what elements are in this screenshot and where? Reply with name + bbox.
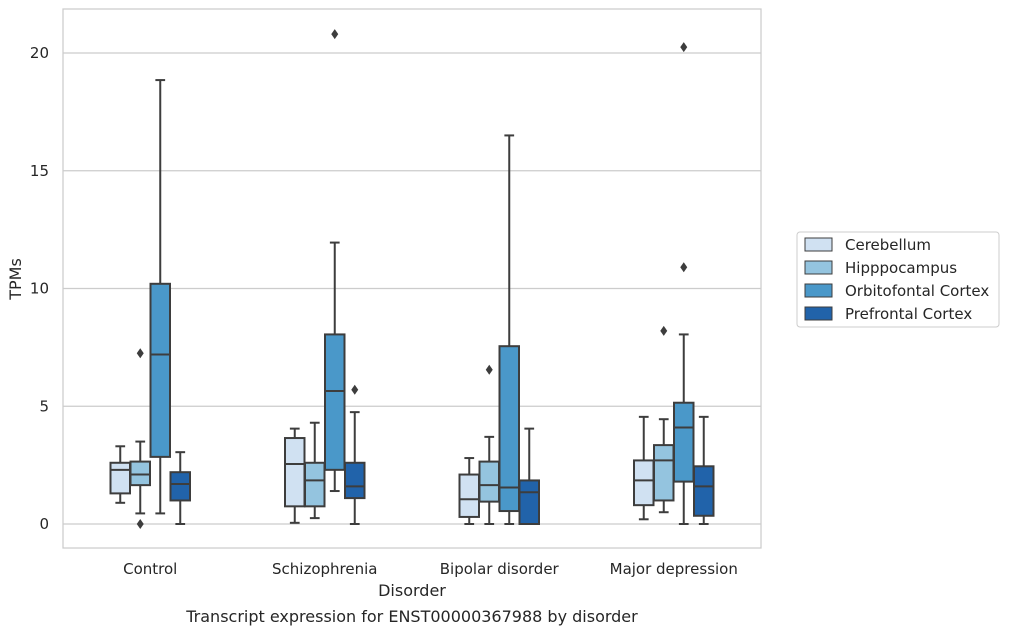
box-2-3	[518, 427, 540, 525]
grid-lines	[63, 52, 761, 525]
outlier-point	[680, 262, 688, 273]
iqr-box	[344, 461, 366, 500]
legend-items: Cerebellum Hipppocampus Orbitofontal Corte…	[804, 236, 989, 323]
box-0-2	[149, 79, 171, 515]
box-1-3	[344, 384, 366, 525]
box-0-0	[109, 445, 131, 504]
iqr-box	[129, 460, 151, 487]
box-3-2	[673, 42, 695, 525]
box-2-0	[458, 457, 480, 525]
x-tick-label: Bipolar disorder	[440, 560, 560, 578]
outlier-point	[680, 42, 688, 53]
y-tick-label: 10	[30, 280, 49, 298]
iqr-box	[693, 465, 715, 517]
outlier-point	[136, 348, 144, 359]
box-3-3	[693, 415, 715, 525]
x-axis-label: Disorder	[378, 581, 446, 600]
legend-label: Cerebellum	[845, 236, 931, 254]
iqr-box	[458, 473, 480, 518]
box-plot-area	[109, 29, 715, 529]
iqr-box	[498, 345, 520, 513]
legend-label: Prefrontal Cortex	[845, 305, 972, 323]
iqr-box	[673, 401, 695, 483]
iqr-box	[304, 461, 326, 508]
box-2-2	[498, 134, 520, 525]
legend-swatch	[804, 283, 833, 298]
box-3-0	[633, 415, 655, 521]
legend-label: Hipppocampus	[845, 259, 957, 277]
x-tick-label: Major depression	[610, 560, 738, 578]
iqr-box	[324, 333, 346, 471]
box-2-1	[478, 364, 500, 525]
plot-frame	[62, 8, 762, 549]
outlier-point	[136, 519, 144, 529]
legend-swatch	[804, 237, 833, 252]
y-axis-label: TPMs	[6, 258, 25, 301]
box-1-1	[304, 421, 326, 520]
box-1-2	[324, 29, 346, 493]
x-tick-label: Control	[123, 560, 177, 578]
outlier-point	[660, 325, 668, 336]
chart-caption: Transcript expression for ENST0000036798…	[185, 607, 638, 626]
iqr-box	[169, 471, 191, 502]
x-axis-ticks: Control Schizophrenia Bipolar disorder Majo…	[123, 560, 738, 578]
y-tick-label: 20	[30, 44, 49, 62]
y-tick-label: 15	[30, 162, 49, 180]
outlier-point	[485, 364, 493, 375]
box-0-1	[129, 348, 151, 529]
x-tick-label: Schizophrenia	[272, 560, 377, 578]
iqr-box	[149, 282, 171, 458]
iqr-box	[109, 461, 131, 495]
y-tick-label: 5	[39, 397, 49, 415]
iqr-box	[478, 460, 500, 503]
legend-label: Orbitofontal Cortex	[845, 282, 989, 300]
iqr-box	[284, 437, 306, 508]
legend: Cerebellum Hipppocampus Orbitofontal Corte…	[796, 231, 1000, 328]
box-0-3	[169, 451, 191, 525]
box-3-1	[653, 325, 675, 514]
iqr-box	[633, 459, 655, 507]
legend-swatch	[804, 306, 833, 321]
legend-swatch	[804, 260, 833, 275]
iqr-box	[653, 444, 675, 502]
legend-frame	[796, 231, 1000, 328]
iqr-box	[518, 479, 540, 525]
outlier-point	[331, 29, 339, 40]
y-tick-label: 0	[39, 515, 49, 533]
box-1-0	[284, 427, 306, 524]
y-axis-ticks: 0 5 10 15 20	[30, 44, 49, 533]
outlier-point	[351, 384, 359, 395]
